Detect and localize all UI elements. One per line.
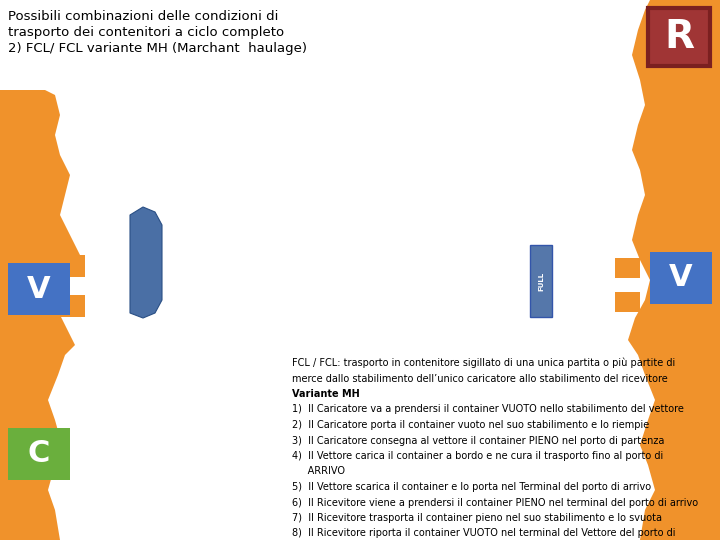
FancyBboxPatch shape bbox=[615, 292, 640, 312]
FancyBboxPatch shape bbox=[8, 428, 70, 480]
Text: 3)  Il Caricatore consegna al vettore il container PIENO nel porto di partenza: 3) Il Caricatore consegna al vettore il … bbox=[292, 435, 665, 445]
FancyBboxPatch shape bbox=[8, 263, 70, 315]
Text: Variante MH: Variante MH bbox=[292, 389, 360, 399]
Text: V: V bbox=[669, 264, 693, 293]
Text: 1)  Il Caricatore va a prendersi il container VUOTO nello stabilimento del vetto: 1) Il Caricatore va a prendersi il conta… bbox=[292, 404, 684, 415]
Text: FULL: FULL bbox=[538, 272, 544, 291]
Text: merce dallo stabilimento dell’unico caricatore allo stabilimento del ricevitore: merce dallo stabilimento dell’unico cari… bbox=[292, 374, 667, 383]
FancyBboxPatch shape bbox=[55, 295, 85, 317]
Text: 2)  Il Caricatore porta il container vuoto nel suo stabilimento e lo riempie: 2) Il Caricatore porta il container vuot… bbox=[292, 420, 649, 430]
FancyBboxPatch shape bbox=[615, 258, 640, 278]
Text: 2) FCL/ FCL variante MH (Marchant  haulage): 2) FCL/ FCL variante MH (Marchant haulag… bbox=[8, 42, 307, 55]
Polygon shape bbox=[130, 207, 162, 318]
Text: trasporto dei contenitori a ciclo completo: trasporto dei contenitori a ciclo comple… bbox=[8, 26, 284, 39]
FancyBboxPatch shape bbox=[55, 255, 85, 277]
Text: 8)  Il Ricevitore riporta il container VUOTO nel terminal del Vettore del porto : 8) Il Ricevitore riporta il container VU… bbox=[292, 529, 675, 538]
Text: C: C bbox=[28, 440, 50, 469]
FancyBboxPatch shape bbox=[650, 252, 712, 304]
Text: ARRIVO: ARRIVO bbox=[292, 467, 345, 476]
Text: 5)  Il Vettore scarica il container e lo porta nel Terminal del porto di arrivo: 5) Il Vettore scarica il container e lo … bbox=[292, 482, 651, 492]
FancyBboxPatch shape bbox=[530, 245, 552, 317]
Text: FCL / FCL: trasporto in contenitore sigillato di una unica partita o più partite: FCL / FCL: trasporto in contenitore sigi… bbox=[292, 358, 675, 368]
Text: V: V bbox=[27, 274, 51, 303]
Polygon shape bbox=[0, 90, 80, 540]
Text: 4)  Il Vettore carica il container a bordo e ne cura il trasporto fino al porto : 4) Il Vettore carica il container a bord… bbox=[292, 451, 663, 461]
Text: R: R bbox=[664, 18, 694, 56]
FancyBboxPatch shape bbox=[648, 8, 710, 66]
Text: 6)  Il Ricevitore viene a prendersi il container PIENO nel terminal del porto di: 6) Il Ricevitore viene a prendersi il co… bbox=[292, 497, 698, 508]
Polygon shape bbox=[628, 0, 720, 540]
Text: 7)  Il Ricevitore trasporta il container pieno nel suo stabilimento e lo svuota: 7) Il Ricevitore trasporta il container … bbox=[292, 513, 662, 523]
Text: Possibili combinazioni delle condizioni di: Possibili combinazioni delle condizioni … bbox=[8, 10, 279, 23]
